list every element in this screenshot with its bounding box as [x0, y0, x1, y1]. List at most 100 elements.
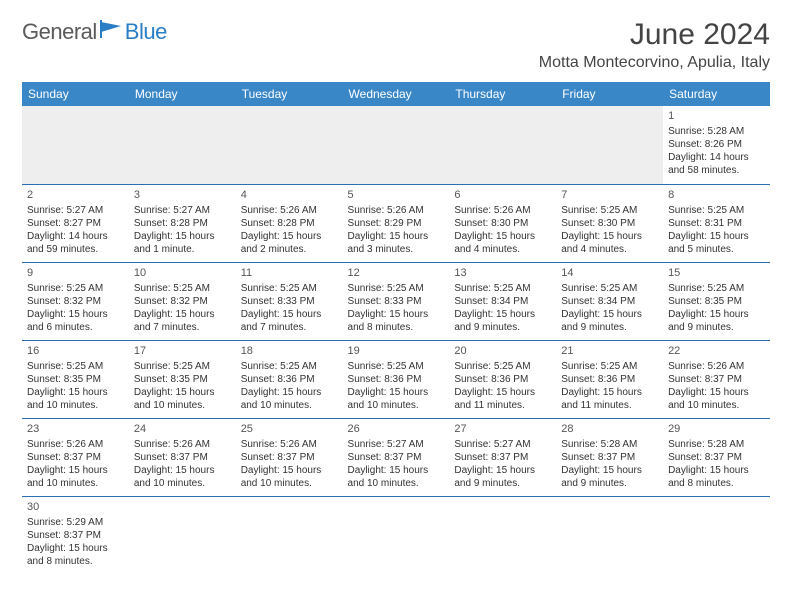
sunset-text: Sunset: 8:36 PM — [348, 373, 445, 386]
sunset-text: Sunset: 8:34 PM — [561, 295, 658, 308]
sunrise-text: Sunrise: 5:25 AM — [134, 360, 231, 373]
sunrise-text: Sunrise: 5:27 AM — [134, 204, 231, 217]
day-header: Friday — [556, 82, 663, 106]
day-number: 1 — [668, 109, 765, 123]
sunrise-text: Sunrise: 5:26 AM — [27, 438, 124, 451]
day-number: 2 — [27, 188, 124, 202]
sunrise-text: Sunrise: 5:26 AM — [348, 204, 445, 217]
sunset-text: Sunset: 8:37 PM — [668, 373, 765, 386]
calendar-week-row: 9Sunrise: 5:25 AMSunset: 8:32 PMDaylight… — [22, 262, 770, 340]
daylight-text: Daylight: 15 hours and 6 minutes. — [27, 308, 124, 334]
sunset-text: Sunset: 8:37 PM — [668, 451, 765, 464]
sunrise-text: Sunrise: 5:25 AM — [241, 282, 338, 295]
day-number: 11 — [241, 266, 338, 280]
daylight-text: Daylight: 15 hours and 10 minutes. — [241, 386, 338, 412]
calendar-cell: 6Sunrise: 5:26 AMSunset: 8:30 PMDaylight… — [449, 184, 556, 262]
day-number: 30 — [27, 500, 124, 514]
calendar-cell: 14Sunrise: 5:25 AMSunset: 8:34 PMDayligh… — [556, 262, 663, 340]
calendar-week-row: 2Sunrise: 5:27 AMSunset: 8:27 PMDaylight… — [22, 184, 770, 262]
sunrise-text: Sunrise: 5:25 AM — [348, 360, 445, 373]
sunset-text: Sunset: 8:37 PM — [241, 451, 338, 464]
daylight-text: Daylight: 15 hours and 4 minutes. — [561, 230, 658, 256]
calendar-cell — [129, 106, 236, 184]
calendar-cell: 22Sunrise: 5:26 AMSunset: 8:37 PMDayligh… — [663, 340, 770, 418]
daylight-text: Daylight: 15 hours and 10 minutes. — [348, 386, 445, 412]
sunrise-text: Sunrise: 5:27 AM — [454, 438, 551, 451]
sunset-text: Sunset: 8:32 PM — [134, 295, 231, 308]
calendar-cell: 25Sunrise: 5:26 AMSunset: 8:37 PMDayligh… — [236, 418, 343, 496]
daylight-text: Daylight: 14 hours and 58 minutes. — [668, 151, 765, 177]
daylight-text: Daylight: 14 hours and 59 minutes. — [27, 230, 124, 256]
calendar-cell: 27Sunrise: 5:27 AMSunset: 8:37 PMDayligh… — [449, 418, 556, 496]
day-number: 9 — [27, 266, 124, 280]
sunrise-text: Sunrise: 5:25 AM — [454, 282, 551, 295]
daylight-text: Daylight: 15 hours and 10 minutes. — [134, 386, 231, 412]
calendar-week-row: 1Sunrise: 5:28 AMSunset: 8:26 PMDaylight… — [22, 106, 770, 184]
calendar-cell: 21Sunrise: 5:25 AMSunset: 8:36 PMDayligh… — [556, 340, 663, 418]
daylight-text: Daylight: 15 hours and 2 minutes. — [241, 230, 338, 256]
logo: General Blue — [22, 18, 167, 45]
calendar-cell: 12Sunrise: 5:25 AMSunset: 8:33 PMDayligh… — [343, 262, 450, 340]
daylight-text: Daylight: 15 hours and 10 minutes. — [668, 386, 765, 412]
calendar-cell — [343, 496, 450, 574]
day-number: 22 — [668, 344, 765, 358]
day-number: 26 — [348, 422, 445, 436]
day-header: Monday — [129, 82, 236, 106]
sunset-text: Sunset: 8:35 PM — [668, 295, 765, 308]
sunrise-text: Sunrise: 5:28 AM — [561, 438, 658, 451]
calendar-cell: 13Sunrise: 5:25 AMSunset: 8:34 PMDayligh… — [449, 262, 556, 340]
calendar-cell: 10Sunrise: 5:25 AMSunset: 8:32 PMDayligh… — [129, 262, 236, 340]
daylight-text: Daylight: 15 hours and 3 minutes. — [348, 230, 445, 256]
sunrise-text: Sunrise: 5:26 AM — [134, 438, 231, 451]
sunset-text: Sunset: 8:36 PM — [561, 373, 658, 386]
daylight-text: Daylight: 15 hours and 9 minutes. — [561, 308, 658, 334]
calendar-cell: 11Sunrise: 5:25 AMSunset: 8:33 PMDayligh… — [236, 262, 343, 340]
calendar-cell: 4Sunrise: 5:26 AMSunset: 8:28 PMDaylight… — [236, 184, 343, 262]
day-number: 27 — [454, 422, 551, 436]
location-subtitle: Motta Montecorvino, Apulia, Italy — [539, 54, 770, 72]
calendar-cell: 9 Sunrise: 5:25 AMSunset: 8:32 PMDaylight… — [22, 262, 129, 340]
daylight-text: Daylight: 15 hours and 9 minutes. — [561, 464, 658, 490]
calendar-cell: 1Sunrise: 5:28 AMSunset: 8:26 PMDaylight… — [663, 106, 770, 184]
day-number: 23 — [27, 422, 124, 436]
calendar-cell: 23Sunrise: 5:26 AMSunset: 8:37 PMDayligh… — [22, 418, 129, 496]
calendar-cell: 5Sunrise: 5:26 AMSunset: 8:29 PMDaylight… — [343, 184, 450, 262]
daylight-text: Daylight: 15 hours and 8 minutes. — [668, 464, 765, 490]
calendar-cell: 16Sunrise: 5:25 AMSunset: 8:35 PMDayligh… — [22, 340, 129, 418]
day-number: 6 — [454, 188, 551, 202]
sunset-text: Sunset: 8:35 PM — [134, 373, 231, 386]
sunset-text: Sunset: 8:37 PM — [454, 451, 551, 464]
sunset-text: Sunset: 8:27 PM — [27, 217, 124, 230]
sunset-text: Sunset: 8:37 PM — [348, 451, 445, 464]
calendar-cell: 30Sunrise: 5:29 AMSunset: 8:37 PMDayligh… — [22, 496, 129, 574]
day-number: 15 — [668, 266, 765, 280]
sunset-text: Sunset: 8:32 PM — [27, 295, 124, 308]
sunset-text: Sunset: 8:31 PM — [668, 217, 765, 230]
day-header: Wednesday — [343, 82, 450, 106]
daylight-text: Daylight: 15 hours and 10 minutes. — [27, 386, 124, 412]
calendar-cell: 18Sunrise: 5:25 AMSunset: 8:36 PMDayligh… — [236, 340, 343, 418]
sunrise-text: Sunrise: 5:29 AM — [27, 516, 124, 529]
day-number: 29 — [668, 422, 765, 436]
flag-icon — [99, 18, 125, 45]
day-header: Saturday — [663, 82, 770, 106]
calendar-cell — [343, 106, 450, 184]
day-number: 5 — [348, 188, 445, 202]
daylight-text: Daylight: 15 hours and 9 minutes. — [668, 308, 765, 334]
daylight-text: Daylight: 15 hours and 10 minutes. — [134, 464, 231, 490]
day-number: 16 — [27, 344, 124, 358]
calendar-cell — [449, 496, 556, 574]
calendar-cell: 8Sunrise: 5:25 AMSunset: 8:31 PMDaylight… — [663, 184, 770, 262]
sunset-text: Sunset: 8:35 PM — [27, 373, 124, 386]
sunrise-text: Sunrise: 5:25 AM — [27, 282, 124, 295]
title-block: June 2024 Motta Montecorvino, Apulia, It… — [539, 18, 770, 72]
day-number: 21 — [561, 344, 658, 358]
sunset-text: Sunset: 8:36 PM — [241, 373, 338, 386]
calendar-table: Sunday Monday Tuesday Wednesday Thursday… — [22, 82, 770, 574]
daylight-text: Daylight: 15 hours and 1 minute. — [134, 230, 231, 256]
sunset-text: Sunset: 8:30 PM — [561, 217, 658, 230]
calendar-cell: 19Sunrise: 5:25 AMSunset: 8:36 PMDayligh… — [343, 340, 450, 418]
day-header: Tuesday — [236, 82, 343, 106]
sunset-text: Sunset: 8:28 PM — [134, 217, 231, 230]
sunrise-text: Sunrise: 5:28 AM — [668, 438, 765, 451]
